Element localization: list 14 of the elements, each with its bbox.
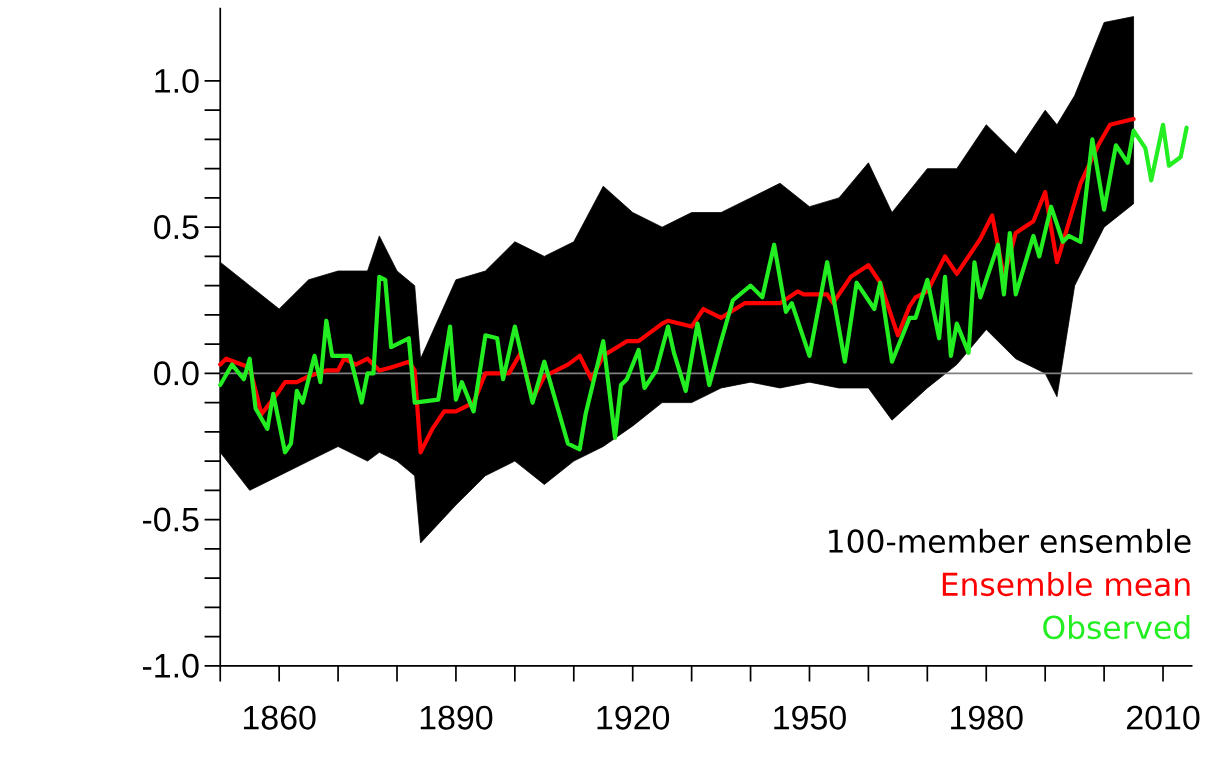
x-tick-label: 1980	[951, 705, 1023, 730]
y-tick-label: 0.0	[154, 361, 199, 386]
x-tick-label: 1890	[420, 705, 493, 730]
x-tick-label: 1950	[774, 705, 846, 730]
x-tick-label: 1860	[243, 705, 316, 730]
x-tick-label: 2010	[1126, 705, 1200, 730]
y-tick-label: 0.5	[154, 215, 199, 240]
y-tick-label: -0.5	[142, 507, 199, 532]
text: Ensemble mean	[942, 572, 1190, 597]
text: Observed	[1043, 615, 1190, 640]
y-tick-label: 1.0	[155, 69, 199, 94]
x-tick-label: 1920	[597, 705, 670, 730]
y-tick-label: -1.0	[142, 653, 199, 678]
legend-label: 100-member ensemble	[829, 528, 1191, 554]
